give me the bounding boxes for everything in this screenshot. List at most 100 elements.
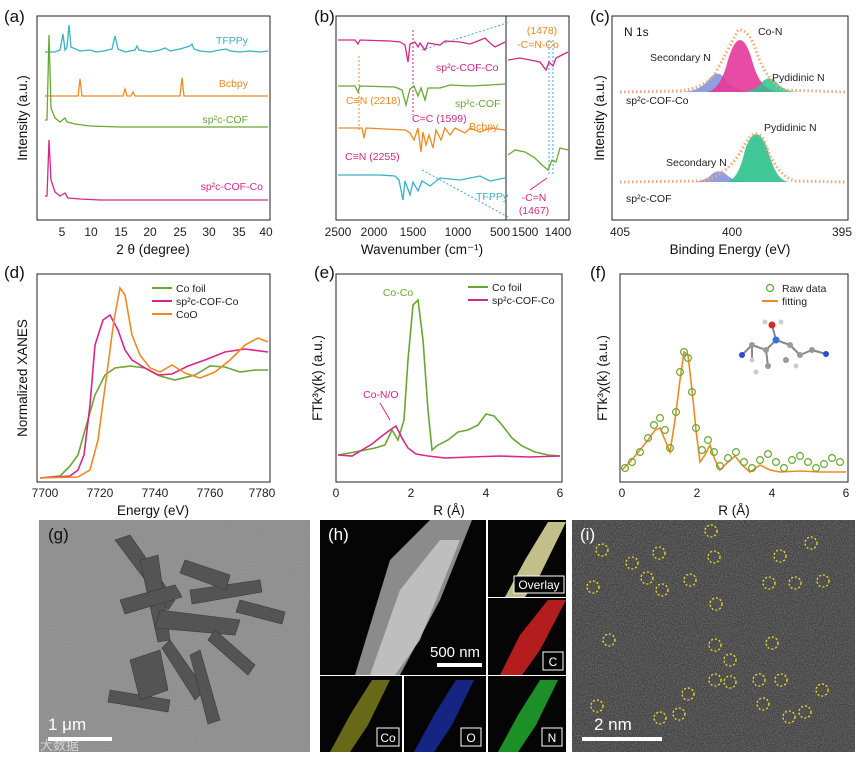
raw-data-marker xyxy=(755,456,764,465)
raw-data-marker xyxy=(620,464,629,473)
atom-marker xyxy=(708,638,722,652)
atom-marker xyxy=(782,710,796,724)
map-label-overlay: Overlay xyxy=(518,578,559,592)
tick-label: 4 xyxy=(483,486,490,500)
panel-e-ylabel: FTk³χ(k) (a.u.) xyxy=(310,335,325,421)
tick-label: 25 xyxy=(173,225,187,239)
panel-c-label: (c) xyxy=(590,7,610,26)
tick-label: 35 xyxy=(232,225,246,239)
panel-d: (d) 7700 7720 7740 7760 7780 Energy (eV)… xyxy=(4,263,276,518)
map-label-co: Co xyxy=(380,731,396,745)
panel-a: (a) 5 10 15 20 25 30 35 40 2 θ (degree) … xyxy=(4,7,273,257)
atom-marker xyxy=(655,583,669,597)
ftir-anno-cn: -C=N xyxy=(522,192,547,204)
atom-marker xyxy=(652,546,666,560)
atom-marker xyxy=(625,556,639,570)
panel-a-xlabel: 2 θ (degree) xyxy=(116,242,190,257)
ft-anno-coco: Co-Co xyxy=(383,287,414,299)
tick-label: 40 xyxy=(259,225,273,239)
xanes-sp2c-cof-co xyxy=(39,313,269,479)
scale-bar-label: 1 μm xyxy=(48,715,86,734)
raw-data-marker xyxy=(675,368,684,377)
panel-f: (f) 0 2 4 6 R (Å) FTk³χ(k) (a.u.) Raw da… xyxy=(590,263,850,518)
map-label-o: O xyxy=(466,731,475,745)
tick-label: 7780 xyxy=(249,486,276,500)
panel-d-xlabel: Energy (eV) xyxy=(117,503,189,518)
panel-d-label: (d) xyxy=(4,263,25,282)
legend-co-foil: Co foil xyxy=(492,282,522,294)
atom-marker xyxy=(704,524,718,538)
xrd-label-tfppy: TFPPy xyxy=(216,35,249,47)
arrow xyxy=(379,402,391,421)
legend-fitting: fitting xyxy=(782,296,807,308)
raw-data-marker xyxy=(803,458,812,467)
guide-line xyxy=(421,169,511,219)
xrd-label-bcbpy: Bcbpy xyxy=(219,78,249,90)
tick-label: 1500 xyxy=(400,225,427,239)
xps-label-secondary-bottom: Secondary N xyxy=(666,157,727,169)
tick-label: 2 xyxy=(694,486,701,500)
panel-i-stem-image: (i) 2 nm xyxy=(572,520,855,752)
panel-b: (b) 2500 2000 1500 1000 500 1500 1400 Wa… xyxy=(314,7,572,257)
tick-label: 395 xyxy=(832,225,852,239)
ftir-anno-cn-2255: C≡N (2255) xyxy=(345,151,400,163)
atom-marker xyxy=(815,683,829,697)
panel-h-eds-maps: (h) 500 nm Overlay C Co O N xyxy=(320,520,566,752)
ftir-anno-cn-2218: C≡N (2218) xyxy=(346,95,401,107)
raw-data-marker xyxy=(691,424,700,433)
atom-marker xyxy=(756,697,770,711)
stem-noise xyxy=(572,520,855,752)
watermark: 大数据 xyxy=(40,739,79,754)
atom-marker xyxy=(762,576,776,590)
tick-label: 6 xyxy=(843,486,850,500)
xps-sample-top: sp²c-COF-Co xyxy=(626,95,689,107)
xrd-label-sp2c-cof-co: sp²c-COF-Co xyxy=(201,181,264,193)
scale-bar xyxy=(437,663,482,667)
raw-data-marker xyxy=(671,408,680,417)
legend-sp2c-cof-co: sp²c-COF-Co xyxy=(492,295,555,307)
atom-marker xyxy=(723,675,737,689)
atom-marker xyxy=(773,549,787,563)
map-label-n: N xyxy=(548,731,557,745)
raw-data-marker xyxy=(635,448,644,457)
panel-e-xlabel: R (Å) xyxy=(433,503,465,518)
xrd-curve-sp2c-cof-co xyxy=(45,139,268,201)
legend-coo: CoO xyxy=(176,309,198,321)
panel-g-label: (g) xyxy=(48,525,69,544)
xps-label-con: Co-N xyxy=(758,26,783,38)
tick-label: 4 xyxy=(769,486,776,500)
panel-g-tem-image: (g) 1 μm xyxy=(39,520,310,752)
panel-f-ylabel: FTk³χ(k) (a.u.) xyxy=(595,335,610,421)
xps-label-secondary-top: Secondary N xyxy=(650,52,711,64)
atom-marker xyxy=(602,633,616,647)
xrd-curve-tfppy xyxy=(45,24,269,53)
atom-marker xyxy=(708,673,722,687)
tick-label: 30 xyxy=(202,225,216,239)
raw-data-marker xyxy=(687,388,696,397)
xps-label-pyridinic-bottom: Pydidinic N xyxy=(764,122,817,134)
tick-label: 6 xyxy=(557,486,564,500)
tick-label: 7760 xyxy=(197,486,224,500)
raw-data-marker xyxy=(795,452,804,461)
ftir-curve-bcbpy xyxy=(338,126,506,153)
atom-marker xyxy=(709,597,723,611)
xps-peak-pyridinic-top xyxy=(740,78,800,92)
xrd-curve-bcbpy xyxy=(45,77,268,97)
ftir-anno-cnco: -C=N-Co xyxy=(517,39,559,51)
panel-i-label: (i) xyxy=(580,525,595,544)
ft-co-foil xyxy=(337,298,561,457)
panel-e-frame xyxy=(335,273,563,483)
raw-data-marker xyxy=(683,354,692,363)
raw-data-marker xyxy=(715,462,724,471)
raw-data-marker xyxy=(763,450,772,459)
xanes-co-foil xyxy=(39,365,268,479)
raw-data-marker xyxy=(660,426,669,435)
ftir-curve-sp2c-cof-co xyxy=(338,37,506,63)
tick-label: 7720 xyxy=(87,486,114,500)
ftir-label-tfppy: TFPPy xyxy=(476,191,509,203)
atom-marker xyxy=(788,576,802,590)
ftir-anno-1478: (1478) xyxy=(527,25,557,37)
tick-label: 0 xyxy=(619,486,626,500)
ft-anno-con: Co-N/O xyxy=(363,389,399,401)
panel-b-zoom-frame xyxy=(505,15,570,221)
